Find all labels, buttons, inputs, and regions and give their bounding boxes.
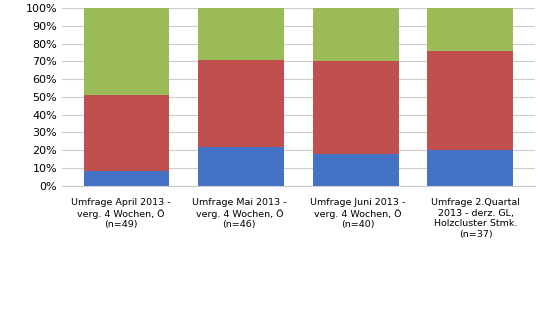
Bar xyxy=(84,8,170,95)
Bar xyxy=(198,60,284,147)
Bar xyxy=(313,154,399,186)
Bar xyxy=(427,150,513,186)
Bar xyxy=(427,8,513,51)
Text: Umfrage 2.Quartal
2013 - derz. GL,
Holzcluster Stmk.
(n=37): Umfrage 2.Quartal 2013 - derz. GL, Holzc… xyxy=(431,198,520,239)
Bar xyxy=(84,95,170,172)
Bar xyxy=(198,147,284,186)
Text: Umfrage April 2013 -
verg. 4 Wochen, Ö
(n=49): Umfrage April 2013 - verg. 4 Wochen, Ö (… xyxy=(71,198,171,229)
Text: Umfrage Mai 2013 -
verg. 4 Wochen, Ö
(n=46): Umfrage Mai 2013 - verg. 4 Wochen, Ö (n=… xyxy=(192,198,287,229)
Text: Umfrage Juni 2013 -
verg. 4 Wochen, Ö
(n=40): Umfrage Juni 2013 - verg. 4 Wochen, Ö (n… xyxy=(310,198,405,229)
Bar xyxy=(313,61,399,154)
Bar xyxy=(427,51,513,150)
Bar xyxy=(198,8,284,60)
Bar xyxy=(84,172,170,186)
Bar xyxy=(313,8,399,61)
